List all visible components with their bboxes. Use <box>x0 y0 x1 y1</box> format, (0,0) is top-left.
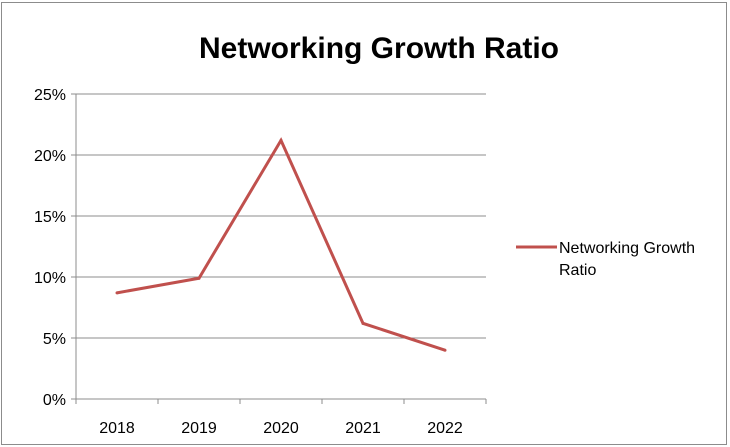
x-axis-tick-labels: 2018 2019 2020 2021 2022 <box>99 420 463 437</box>
y-tick-label: 25% <box>34 87 66 104</box>
y-tick-label: 10% <box>34 270 66 287</box>
data-point <box>361 321 365 325</box>
series-line <box>116 137 446 352</box>
legend-label-line-1: Networking Growth <box>559 240 695 257</box>
y-tick-label: 15% <box>34 209 66 226</box>
x-tick-label: 2018 <box>99 420 135 437</box>
x-tick-label: 2022 <box>427 420 463 437</box>
data-point <box>115 291 119 295</box>
data-point <box>443 348 447 352</box>
data-point <box>197 276 201 280</box>
x-tick-label: 2019 <box>181 420 217 437</box>
data-point <box>279 138 283 142</box>
y-tick-label: 5% <box>43 331 66 348</box>
legend-label-line-2: Ratio <box>559 262 596 279</box>
y-axis-tick-labels: 0% 5% 10% 15% 20% 25% <box>34 87 66 409</box>
y-tick-label: 20% <box>34 148 66 165</box>
x-tick-label: 2021 <box>345 420 381 437</box>
axes <box>71 93 487 404</box>
gridlines <box>76 93 486 339</box>
series-group <box>115 137 447 352</box>
x-tick-label: 2020 <box>263 420 299 437</box>
y-tick-label: 0% <box>43 392 66 409</box>
legend: Networking Growth Ratio <box>516 240 695 279</box>
chart-title: Networking Growth Ratio <box>199 32 559 65</box>
